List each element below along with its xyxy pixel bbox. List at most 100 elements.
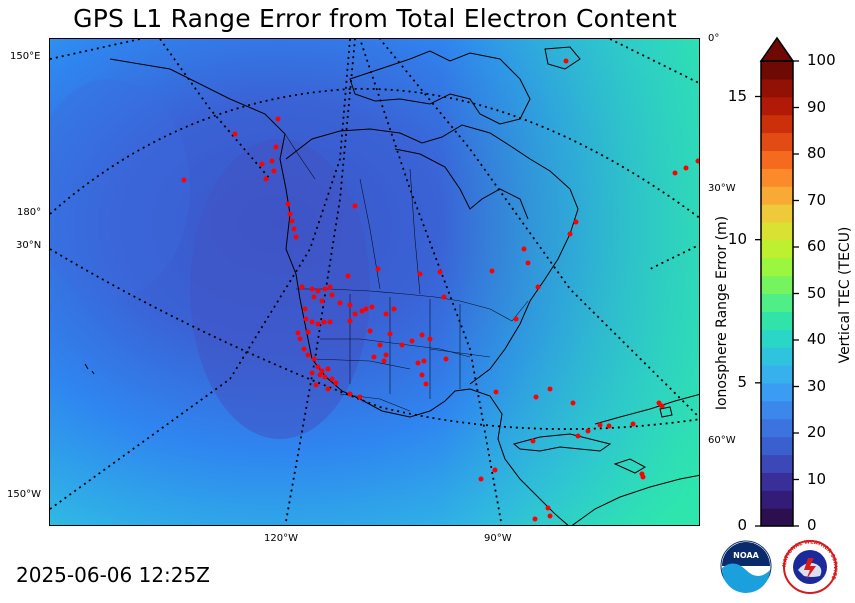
- left-axis-tick-label: 5: [737, 372, 747, 391]
- right-axis-tick-label: 30: [807, 376, 827, 395]
- gps-station-marker: [423, 381, 429, 387]
- colorbar-band: [761, 436, 793, 456]
- gps-station-marker: [493, 389, 499, 395]
- gps-station-marker: [322, 374, 328, 380]
- gps-station-marker: [329, 292, 335, 298]
- gps-station-marker: [545, 505, 551, 511]
- colorbar-band: [761, 186, 793, 205]
- map-panel[interactable]: [49, 38, 700, 526]
- gps-station-marker: [319, 298, 325, 304]
- gps-station-marker: [567, 231, 573, 237]
- gps-station-marker: [585, 428, 591, 434]
- gps-station-marker: [606, 423, 612, 429]
- gps-station-marker: [533, 394, 539, 400]
- gps-station-marker: [575, 433, 581, 439]
- gps-station-marker: [315, 288, 321, 294]
- tec-minimum: [190, 139, 370, 439]
- left-axis-tick-label: 10: [727, 229, 747, 248]
- gps-station-marker: [275, 116, 281, 122]
- right-axis-tick-label: 40: [807, 330, 827, 348]
- gps-station-marker: [381, 358, 387, 364]
- gps-station-marker: [321, 319, 327, 325]
- gps-station-marker: [570, 400, 576, 406]
- right-axis-tick-label: 100: [807, 51, 836, 69]
- gps-station-marker: [375, 266, 381, 272]
- gps-station-marker: [309, 370, 315, 376]
- gps-station-marker: [325, 386, 331, 392]
- colorbar-band: [761, 239, 793, 259]
- gps-station-marker: [387, 331, 393, 337]
- gps-station-marker: [695, 158, 699, 164]
- colorbar-band: [761, 114, 793, 134]
- gps-station-marker: [683, 165, 689, 171]
- gps-station-marker: [383, 352, 389, 358]
- map-svg: [50, 39, 699, 525]
- lon-label-60w: 60°W: [708, 435, 736, 446]
- gps-station-marker: [363, 306, 369, 312]
- gps-station-marker: [441, 294, 447, 300]
- gps-station-marker: [417, 271, 423, 277]
- gps-station-marker: [357, 394, 363, 400]
- right-axis-tick-label: 0: [807, 516, 817, 534]
- colorbar-band: [761, 365, 793, 384]
- gps-station-marker: [547, 386, 553, 392]
- gps-station-marker: [285, 201, 291, 207]
- right-axis-tick-label: 50: [807, 283, 827, 302]
- colorbar-band: [761, 490, 793, 509]
- logos: NOAA NATIONAL WEATHER SERVICE: [720, 539, 840, 596]
- gps-station-marker: [319, 368, 325, 374]
- gps-station-marker: [369, 304, 375, 310]
- gps-station-marker: [492, 467, 498, 473]
- colorbar-band: [761, 472, 793, 491]
- gps-station-marker: [303, 316, 309, 322]
- gps-station-marker: [295, 330, 301, 336]
- gps-station-marker: [322, 286, 328, 292]
- gps-station-marker: [347, 318, 353, 324]
- left-axis-tick-label: 15: [727, 86, 747, 105]
- lat-label-150w: 150°W: [7, 489, 41, 500]
- lat-label-150e: 150°E: [10, 51, 41, 62]
- gps-station-marker: [535, 284, 541, 290]
- right-axis-title: Vertical TEC (TECU): [837, 226, 853, 364]
- colorbar-band: [761, 382, 793, 402]
- gps-station-marker: [672, 170, 678, 176]
- colorbar-band: [761, 132, 793, 152]
- colorbar-band: [761, 418, 793, 438]
- gps-station-marker: [659, 403, 665, 409]
- gps-station-marker: [359, 308, 365, 314]
- left-axis-tick-label: 0: [737, 516, 747, 534]
- gps-station-marker: [419, 372, 425, 378]
- colorbar-band: [761, 78, 793, 98]
- right-axis-tick-label: 90: [807, 97, 827, 116]
- lon-label-30w: 30°W: [708, 183, 736, 194]
- colorbar-frame: [760, 60, 794, 527]
- gps-station-marker: [443, 356, 449, 362]
- gps-station-marker: [377, 342, 383, 348]
- gps-station-marker: [530, 438, 536, 444]
- colorbar-band: [761, 204, 793, 223]
- colorbar-band: [761, 347, 793, 366]
- gps-station-marker: [305, 329, 311, 335]
- gps-station-marker: [325, 366, 331, 372]
- colorbar-band: [761, 454, 793, 473]
- gps-station-marker: [291, 226, 297, 232]
- gps-station-marker: [419, 332, 425, 338]
- gps-station-marker: [347, 391, 353, 397]
- lon-label-120w: 120°W: [264, 533, 298, 544]
- gps-station-marker: [427, 336, 433, 342]
- lat-label-180: 180°: [17, 207, 42, 218]
- gps-station-marker: [311, 294, 317, 300]
- gps-station-marker: [573, 219, 579, 225]
- gps-station-marker: [489, 268, 495, 274]
- noaa-text: NOAA: [733, 551, 759, 560]
- gps-station-marker: [521, 246, 527, 252]
- gps-station-marker: [315, 321, 321, 327]
- right-axis-tick-label: 70: [807, 190, 827, 209]
- gps-station-marker: [311, 356, 317, 362]
- gps-station-marker: [327, 284, 333, 290]
- gps-station-marker: [299, 284, 305, 290]
- gps-station-marker: [287, 211, 293, 217]
- gps-station-marker: [525, 260, 531, 266]
- colorbar-band: [761, 329, 793, 348]
- tec-field-east: [50, 39, 699, 525]
